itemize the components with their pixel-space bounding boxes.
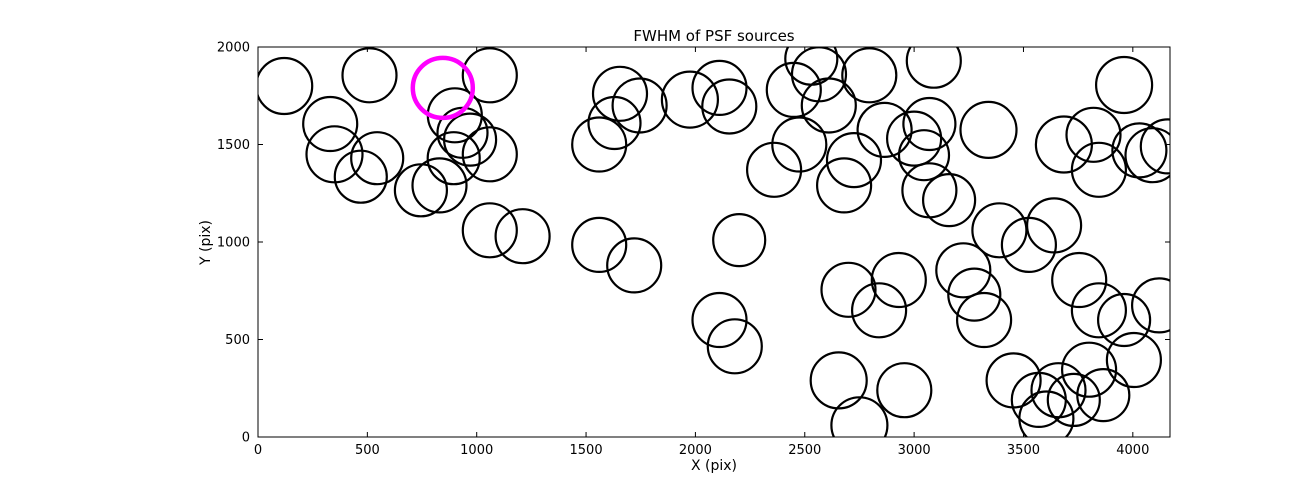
- psf-circle: [1096, 292, 1152, 348]
- x-tick-label: 500: [355, 443, 380, 458]
- psf-circle: [1094, 55, 1154, 115]
- psf-circle: [1076, 368, 1131, 423]
- psf-circle: [1131, 277, 1170, 334]
- psf-circle: [902, 96, 957, 152]
- psf-circle: [411, 157, 468, 214]
- psf-circle: [765, 61, 822, 119]
- psf-circle: [461, 202, 518, 259]
- psf-circle: [947, 267, 1002, 322]
- psf-circle: [691, 59, 748, 117]
- psf-circle: [701, 78, 758, 135]
- x-tick-label: 1500: [570, 443, 603, 458]
- tick-marks: [257, 46, 1170, 438]
- psf-circle: [461, 47, 518, 104]
- psf-circle: [771, 116, 828, 173]
- psf-circle: [443, 112, 498, 167]
- psf-circle: [341, 47, 398, 104]
- psf-circle: [706, 318, 763, 375]
- y-tick-label: 1500: [217, 138, 250, 153]
- psf-circle: [1030, 362, 1087, 419]
- psf-circle: [897, 129, 951, 182]
- psf-circle: [1060, 341, 1118, 398]
- psf-circle: [905, 47, 962, 89]
- x-tick-label: 4000: [1116, 443, 1149, 458]
- psf-circle: [971, 202, 1028, 259]
- psf-circles-layer: [258, 47, 1170, 437]
- highlighted-psf-circle: [410, 55, 476, 121]
- psf-circle: [901, 162, 958, 219]
- psf-circle: [393, 163, 448, 218]
- psf-circle: [830, 396, 889, 437]
- psf-circle: [333, 149, 388, 204]
- psf-circle: [1139, 118, 1170, 175]
- psf-circle: [921, 173, 977, 228]
- psf-circle: [876, 362, 933, 419]
- psf-circle: [302, 95, 359, 153]
- psf-circle: [691, 291, 748, 349]
- psf-circle: [841, 47, 898, 104]
- y-tick-label: 1000: [217, 236, 250, 251]
- psf-circle: [1025, 197, 1083, 254]
- psf-circle: [955, 291, 1013, 349]
- psf-circle: [1111, 122, 1168, 179]
- psf-circle: [606, 237, 663, 294]
- psf-circle: [870, 251, 927, 309]
- y-tick-label: 0: [242, 431, 250, 446]
- psf-circle: [1034, 115, 1094, 174]
- psf-circle: [809, 351, 868, 410]
- psf-circle: [1051, 251, 1108, 309]
- y-axis-label: Y (pix): [198, 219, 214, 265]
- psf-circle: [935, 242, 992, 299]
- psf-circle: [1000, 216, 1058, 273]
- psf-circle: [1065, 106, 1122, 163]
- x-axis-label: X (pix): [690, 458, 738, 474]
- psf-circle: [1105, 331, 1163, 389]
- x-tick-label: 2500: [788, 443, 821, 458]
- psf-circle: [571, 116, 628, 173]
- psf-circle: [426, 131, 481, 186]
- psf-circle: [885, 110, 943, 167]
- psf-circle: [660, 70, 720, 129]
- psf-circle: [800, 77, 857, 134]
- psf-circle: [571, 216, 628, 273]
- y-tick-label: 2000: [217, 41, 250, 56]
- psf-circle: [712, 213, 767, 268]
- chart-title: FWHM of PSF sources: [633, 27, 795, 45]
- psf-circle: [1124, 127, 1170, 184]
- psf-circle: [856, 101, 913, 158]
- x-tick-label: 3500: [1007, 443, 1040, 458]
- psf-circle: [258, 56, 314, 116]
- psf-circle: [815, 157, 873, 214]
- x-tick-label: 0: [254, 443, 262, 458]
- tick-labels: 0 500 1000 1500 2000 2500 3000 3500 4000 0 500 1000…: [217, 41, 1149, 459]
- psf-circle: [745, 141, 803, 198]
- psf-circle: [850, 282, 908, 339]
- x-tick-label: 2000: [679, 443, 712, 458]
- psf-circle: [959, 100, 1018, 159]
- psf-circle: [1070, 282, 1128, 339]
- y-axis-label-wrap: Y (pix): [196, 47, 216, 437]
- x-tick-label: 3000: [898, 443, 931, 458]
- psf-circle: [494, 208, 551, 265]
- psf-circle: [820, 261, 877, 318]
- psf-circle: [1046, 372, 1101, 427]
- psf-circle: [611, 77, 668, 134]
- psf-circle: [461, 126, 518, 183]
- x-tick-label: 1000: [460, 443, 493, 458]
- psf-circle: [350, 131, 405, 186]
- psf-circle: [1070, 141, 1128, 198]
- y-tick-label: 500: [225, 333, 250, 348]
- psf-circle: [591, 65, 649, 122]
- psf-circle: [1018, 390, 1075, 437]
- psf-circle: [825, 132, 883, 189]
